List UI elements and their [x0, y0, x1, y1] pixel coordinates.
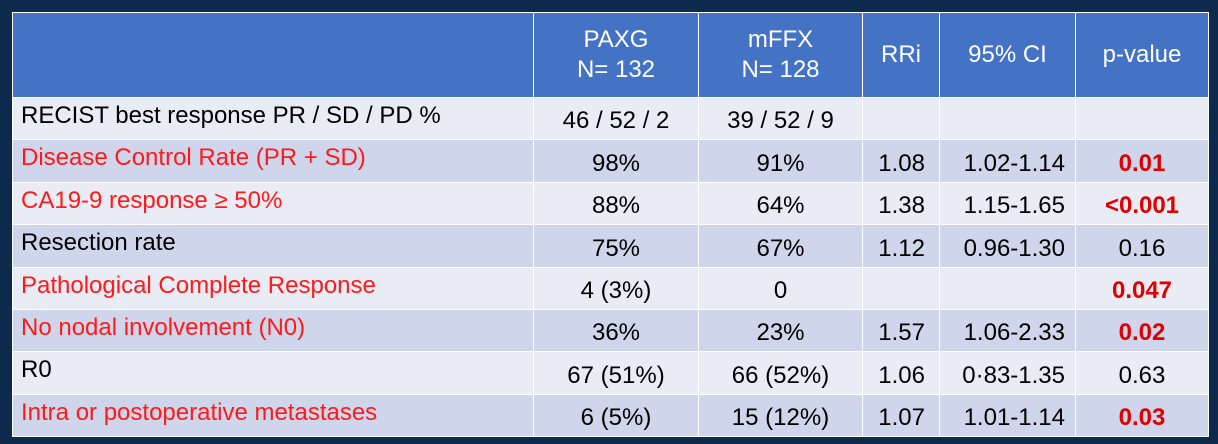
paxg-value: 46 / 52 / 2 [533, 96, 699, 141]
header-cell-ci: 95% CI [939, 12, 1076, 98]
mffx-value: 15 (12%) [698, 393, 863, 438]
mffx-value: 67% [698, 224, 863, 268]
ci-value: 0·83-1.35 [939, 351, 1076, 395]
paxg-value: 36% [533, 308, 699, 353]
table-row: No nodal involvement (N0) 36% 23% 1.57 1… [12, 308, 1209, 353]
p-value: 0.01 [1075, 139, 1209, 183]
table-row: Disease Control Rate (PR + SD) 98% 91% 1… [12, 139, 1209, 183]
row-label: Pathological Complete Response [12, 266, 534, 310]
header-rri-label: RRi [881, 41, 921, 68]
p-value [1075, 96, 1209, 141]
ci-value: 1.15-1.65 [939, 181, 1076, 226]
header-ci-label: 95% CI [968, 41, 1047, 68]
paxg-value: 75% [533, 224, 699, 268]
mffx-value: 39 / 52 / 9 [698, 96, 863, 141]
header-cell-mffx: mFFX N= 128 [698, 12, 863, 98]
p-value: 0.63 [1075, 351, 1209, 395]
header-cell-empty [12, 12, 534, 98]
ci-value: 1.02-1.14 [939, 139, 1076, 183]
mffx-value: 23% [698, 308, 863, 353]
p-value: <0.001 [1075, 181, 1209, 226]
row-label: CA19-9 response ≥ 50% [12, 181, 534, 226]
rri-value [862, 266, 940, 310]
row-label: Intra or postoperative metastases [12, 393, 534, 438]
header-row: PAXG N= 132 mFFX N= 128 RRi 95% CI p-val… [12, 12, 1209, 98]
rri-value: 1.57 [862, 308, 940, 353]
mffx-value: 66 (52%) [698, 351, 863, 395]
header-cell-rri: RRi [862, 12, 940, 98]
p-value: 0.16 [1075, 224, 1209, 268]
header-cell-pvalue: p-value [1075, 12, 1209, 98]
results-table: PAXG N= 132 mFFX N= 128 RRi 95% CI p-val… [12, 12, 1209, 438]
header-mffx-name: mFFX [747, 26, 814, 53]
row-label: Resection rate [12, 224, 534, 268]
rri-value: 1.07 [862, 393, 940, 438]
table-row: Resection rate 75% 67% 1.12 0.96-1.30 0.… [12, 224, 1209, 268]
paxg-value: 6 (5%) [533, 393, 699, 438]
ci-value: 0.96-1.30 [939, 224, 1076, 268]
ci-value [939, 96, 1076, 141]
rri-value: 1.12 [862, 224, 940, 268]
row-label: No nodal involvement (N0) [12, 308, 534, 353]
p-value: 0.02 [1075, 308, 1209, 353]
p-value: 0.047 [1075, 266, 1209, 310]
ci-value [939, 266, 1076, 310]
table-row: RECIST best response PR / SD / PD % 46 /… [12, 96, 1209, 141]
results-table-frame: PAXG N= 132 mFFX N= 128 RRi 95% CI p-val… [12, 12, 1209, 438]
header-cell-paxg: PAXG N= 132 [533, 12, 699, 98]
paxg-value: 98% [533, 139, 699, 183]
row-label: R0 [12, 351, 534, 395]
p-value: 0.03 [1075, 393, 1209, 438]
paxg-value: 88% [533, 181, 699, 226]
table-row: Pathological Complete Response 4 (3%) 0 … [12, 266, 1209, 310]
row-label: RECIST best response PR / SD / PD % [12, 96, 534, 141]
mffx-value: 0 [698, 266, 863, 310]
mffx-value: 64% [698, 181, 863, 226]
rri-value: 1.08 [862, 139, 940, 183]
rri-value [862, 96, 940, 141]
table-row: CA19-9 response ≥ 50% 88% 64% 1.38 1.15-… [12, 181, 1209, 226]
row-label: Disease Control Rate (PR + SD) [12, 139, 534, 183]
ci-value: 1.06-2.33 [939, 308, 1076, 353]
ci-value: 1.01-1.14 [939, 393, 1076, 438]
header-pvalue-label: p-value [1102, 41, 1182, 68]
mffx-value: 91% [698, 139, 863, 183]
paxg-value: 4 (3%) [533, 266, 699, 310]
rri-value: 1.38 [862, 181, 940, 226]
paxg-value: 67 (51%) [533, 351, 699, 395]
header-mffx-n: N= 128 [741, 56, 820, 83]
header-paxg-name: PAXG [583, 26, 649, 53]
header-paxg-n: N= 132 [576, 56, 656, 83]
rri-value: 1.06 [862, 351, 940, 395]
table-row: R0 67 (51%) 66 (52%) 1.06 0·83-1.35 0.63 [12, 351, 1209, 395]
table-row: Intra or postoperative metastases 6 (5%)… [12, 393, 1209, 438]
